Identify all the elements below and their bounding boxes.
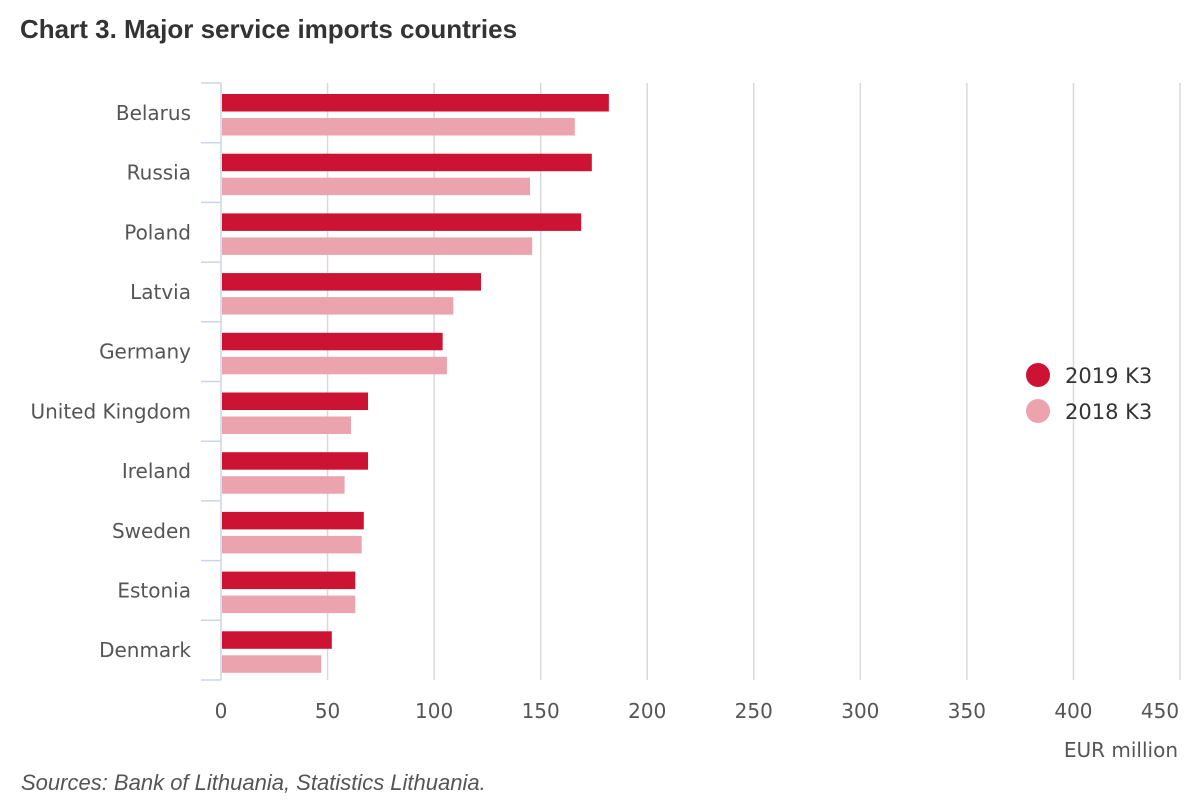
- x-tick-label-400: 400: [1054, 699, 1092, 723]
- category-label-latvia: Latvia: [130, 280, 191, 304]
- x-tick-label-350: 350: [948, 699, 986, 723]
- bar-sweden-2018-k3: [222, 535, 362, 554]
- legend-label-2018-k3: 2018 K3: [1065, 400, 1152, 424]
- chart-title: Chart 3. Major service imports countries: [20, 14, 518, 44]
- category-label-poland: Poland: [124, 220, 191, 244]
- bar-latvia-2019-k3: [222, 273, 481, 291]
- bar-germany-2018-k3: [222, 356, 447, 375]
- legend: 2019 K3 2018 K3: [1026, 363, 1152, 424]
- legend-marker-2019-k3: [1026, 363, 1050, 387]
- category-labels: Belarus Russia Poland Latvia Germany United K…: [30, 101, 191, 662]
- x-tick-label-0: 0: [215, 699, 228, 723]
- bars: [222, 94, 609, 673]
- bar-estonia-2019-k3: [222, 571, 356, 590]
- bar-belarus-2019-k3: [222, 94, 609, 112]
- category-label-ireland: Ireland: [122, 459, 191, 483]
- category-label-sweden: Sweden: [112, 519, 191, 543]
- legend-marker-2018-k3: [1026, 399, 1050, 423]
- x-axis-title: EUR million: [1064, 738, 1178, 762]
- category-label-estonia: Estonia: [117, 578, 191, 602]
- bar-belarus-2018-k3: [222, 118, 575, 136]
- axes: [201, 82, 222, 681]
- bar-united-kingdom-2018-k3: [222, 416, 351, 434]
- bar-germany-2019-k3: [222, 332, 443, 351]
- bar-ireland-2019-k3: [222, 452, 369, 470]
- x-tick-labels: 0 50 100 150 200 250 300 350 400 450: [215, 699, 1179, 723]
- bar-russia-2019-k3: [222, 153, 592, 172]
- grid-lines: [326, 83, 1181, 680]
- x-tick-label-100: 100: [415, 699, 453, 723]
- bar-denmark-2019-k3: [222, 631, 332, 649]
- x-tick-label-150: 150: [522, 699, 560, 723]
- x-tick-label-50: 50: [315, 699, 340, 723]
- category-label-united-kingdom: United Kingdom: [30, 399, 191, 423]
- x-tick-label-300: 300: [841, 699, 879, 723]
- bar-estonia-2018-k3: [222, 595, 356, 614]
- x-tick-label-200: 200: [628, 699, 666, 723]
- bar-latvia-2018-k3: [222, 297, 454, 315]
- bar-denmark-2018-k3: [222, 655, 322, 673]
- bar-poland-2019-k3: [222, 213, 582, 231]
- bar-russia-2018-k3: [222, 177, 531, 196]
- category-label-denmark: Denmark: [99, 638, 191, 662]
- x-tick-label-250: 250: [735, 699, 773, 723]
- source-note: Sources: Bank of Lithuania, Statistics L…: [21, 770, 486, 795]
- category-label-germany: Germany: [99, 340, 191, 364]
- bar-ireland-2018-k3: [222, 476, 345, 494]
- x-tick-label-450: 450: [1141, 699, 1179, 723]
- bar-united-kingdom-2019-k3: [222, 392, 369, 410]
- category-label-russia: Russia: [127, 161, 191, 185]
- category-label-belarus: Belarus: [116, 101, 191, 125]
- legend-label-2019-k3: 2019 K3: [1065, 364, 1152, 388]
- bar-poland-2018-k3: [222, 237, 533, 255]
- bar-sweden-2019-k3: [222, 511, 364, 530]
